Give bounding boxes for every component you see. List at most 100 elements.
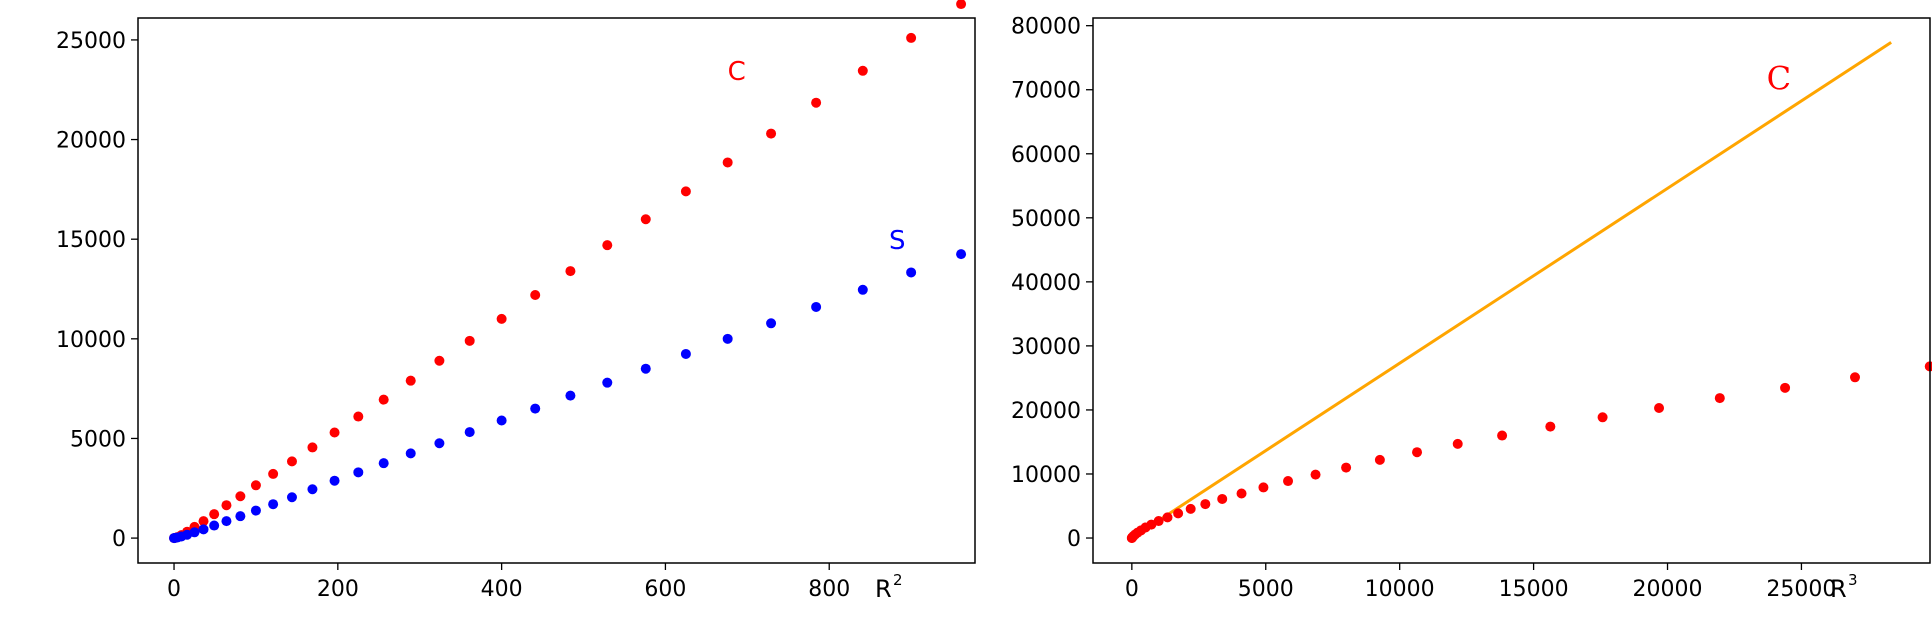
right-x-tick-label: 25000 <box>1766 577 1836 602</box>
left-point-s-29 <box>857 284 868 295</box>
left-point-s-22 <box>565 390 576 401</box>
right-point-c-26 <box>1597 412 1608 423</box>
right-point-c-15 <box>1217 493 1228 504</box>
right-point-c-11 <box>1162 512 1173 523</box>
right-point-c-16 <box>1236 488 1247 499</box>
left-y-tick-label: 25000 <box>56 29 126 54</box>
left-point-s-5 <box>189 527 200 538</box>
right-point-c-14 <box>1200 499 1211 510</box>
left-series-label-c: C <box>728 57 746 87</box>
right-point-c-19 <box>1310 469 1321 480</box>
right-point-c-24 <box>1497 430 1508 441</box>
left-y-tick-label: 10000 <box>56 328 126 353</box>
left-point-c-16 <box>378 394 389 405</box>
right-y-tick-label: 80000 <box>1011 15 1081 40</box>
left-point-c-23 <box>602 240 613 251</box>
left-point-c-22 <box>565 266 576 277</box>
left-point-s-30 <box>906 267 917 278</box>
left-point-c-21 <box>530 289 541 300</box>
right-y-tick-label: 50000 <box>1011 207 1081 232</box>
left-point-c-13 <box>307 442 318 453</box>
left-point-c-29 <box>857 65 868 76</box>
left-x-tick-label: 800 <box>808 577 850 602</box>
right-point-c-13 <box>1185 503 1196 514</box>
left-point-s-16 <box>378 458 389 469</box>
right-y-tick-label: 30000 <box>1011 335 1081 360</box>
right-point-c-30 <box>1850 372 1860 383</box>
left-point-c-15 <box>353 411 364 422</box>
left-point-s-21 <box>530 403 541 414</box>
right-point-c-18 <box>1283 476 1294 487</box>
left-y-tick-label: 20000 <box>56 129 126 154</box>
right-point-c-20 <box>1341 462 1352 473</box>
left-point-c-17 <box>405 375 416 386</box>
right-point-c-10 <box>1153 516 1164 527</box>
left-point-c-12 <box>286 456 297 467</box>
left-chart: C S 0 200 400 600 800 0 5000 10000 15000 20000 25000… <box>56 0 976 603</box>
left-point-s-26 <box>722 333 733 344</box>
right-x-tick-label: 10000 <box>1365 577 1435 602</box>
left-series-c-0 <box>169 0 967 544</box>
left-point-c-11 <box>268 468 279 479</box>
right-point-c-31 <box>1924 361 1932 372</box>
left-point-c-31 <box>956 0 967 10</box>
left-point-s-6 <box>198 524 209 535</box>
left-y-tick-label: 5000 <box>70 427 126 452</box>
left-point-s-12 <box>286 492 297 503</box>
left-point-s-15 <box>353 467 364 478</box>
left-point-c-20 <box>496 313 507 324</box>
right-series-label-c: C <box>1767 60 1791 98</box>
left-point-c-7 <box>209 509 220 520</box>
left-point-s-10 <box>250 505 261 516</box>
left-point-s-8 <box>221 516 232 527</box>
left-point-c-19 <box>464 335 475 346</box>
left-point-s-9 <box>235 511 246 522</box>
right-point-c-27 <box>1654 403 1665 414</box>
right-point-c-12 <box>1173 508 1184 519</box>
left-point-c-14 <box>329 427 340 438</box>
right-point-c-25 <box>1545 421 1556 432</box>
right-point-c-21 <box>1374 454 1385 465</box>
left-plot-frame <box>137 17 976 564</box>
right-y-tick-label: 0 <box>1067 527 1081 552</box>
left-y-tick-label: 0 <box>112 527 126 552</box>
right-point-c-29 <box>1780 382 1791 393</box>
right-point-c-23 <box>1452 438 1463 449</box>
left-x-tick-label: 0 <box>167 577 181 602</box>
right-y-tick-label: 60000 <box>1011 143 1081 168</box>
left-point-s-11 <box>268 499 279 510</box>
left-point-s-25 <box>680 348 691 359</box>
left-point-s-18 <box>434 438 445 449</box>
right-y-tick-label: 10000 <box>1011 463 1081 488</box>
right-point-c-28 <box>1714 393 1725 404</box>
right-point-c-22 <box>1412 447 1423 458</box>
left-x-axis-label: R <box>875 575 892 603</box>
left-point-c-27 <box>766 128 777 139</box>
left-point-s-19 <box>464 427 475 438</box>
left-series-s-1 <box>169 249 967 544</box>
left-series-label-s: S <box>889 226 906 256</box>
left-point-s-20 <box>496 415 507 426</box>
right-y-tick-label: 20000 <box>1011 399 1081 424</box>
left-point-c-30 <box>906 32 917 43</box>
right-chart: C 0 5000 10000 15000 20000 25000 0 10000 20000 300… <box>1011 15 1932 603</box>
left-point-s-7 <box>209 520 220 531</box>
left-point-s-27 <box>766 318 777 329</box>
left-x-tick-label: 600 <box>644 577 686 602</box>
left-point-c-18 <box>434 355 445 366</box>
right-y-tick-label: 70000 <box>1011 79 1081 104</box>
right-y-tick-label: 40000 <box>1011 271 1081 296</box>
right-fit-line <box>1131 41 1892 540</box>
left-point-c-26 <box>722 157 733 168</box>
left-point-c-8 <box>221 500 232 511</box>
left-point-s-17 <box>405 448 416 459</box>
right-x-tick-label: 15000 <box>1499 577 1569 602</box>
left-point-c-25 <box>680 186 691 197</box>
left-x-axis-label-superscript: 2 <box>893 571 903 589</box>
left-x-tick-label: 400 <box>481 577 523 602</box>
left-point-c-10 <box>250 480 261 491</box>
right-series-c-0 <box>1126 361 1932 544</box>
left-point-s-28 <box>811 301 822 312</box>
left-point-s-14 <box>329 475 340 486</box>
